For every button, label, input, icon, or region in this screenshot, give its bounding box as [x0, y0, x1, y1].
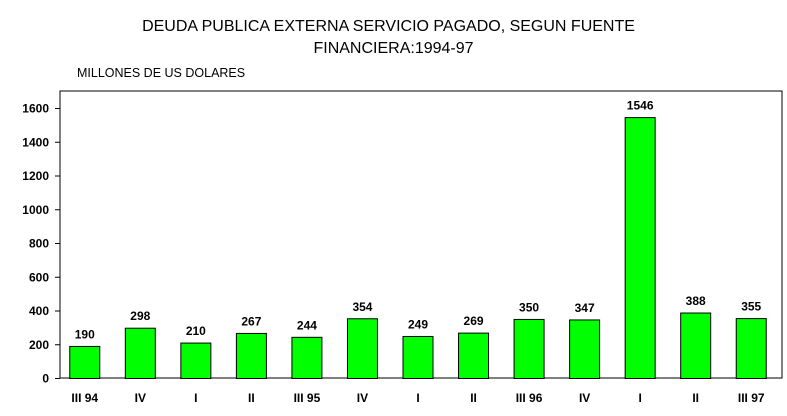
data-label: 298 — [130, 309, 150, 323]
y-axis-unit-label: MILLONES DE US DOLARES — [77, 66, 246, 80]
y-tick-label: 600 — [29, 270, 49, 284]
x-category-label: IV — [579, 391, 590, 405]
x-category-label: III 97 — [738, 391, 765, 405]
data-label: 210 — [186, 324, 206, 338]
x-category-label: II — [248, 391, 255, 405]
x-category-label: II — [470, 391, 477, 405]
x-category-label: III 96 — [516, 391, 543, 405]
plot-area-frame — [59, 90, 783, 379]
data-label: 347 — [575, 301, 595, 315]
y-tick-label: 400 — [29, 304, 49, 318]
bar — [69, 345, 101, 379]
y-tick-label: 200 — [29, 338, 49, 352]
x-category-label: I — [416, 391, 419, 405]
bar — [735, 318, 767, 379]
x-category-label: II — [692, 391, 699, 405]
bar — [124, 327, 156, 379]
data-label: 190 — [75, 327, 95, 341]
data-label: 267 — [241, 314, 261, 328]
bar — [402, 335, 434, 380]
x-category-label: IV — [357, 391, 368, 405]
x-category-label: I — [194, 391, 197, 405]
y-tick-label: 1200 — [22, 169, 49, 183]
bar — [180, 342, 212, 379]
data-label: 355 — [741, 300, 761, 314]
chart-title-line2: FINANCIERA:1994-97 — [313, 40, 474, 57]
y-tick-label: 800 — [29, 237, 49, 251]
bar-series: 190 298 210 267 244 354 249 269 350 347 1546 388 355 — [69, 99, 767, 380]
data-label: 388 — [686, 294, 706, 308]
bar — [235, 332, 267, 380]
bar — [346, 318, 378, 380]
bar — [291, 336, 323, 380]
y-tick-label: 1000 — [22, 203, 49, 217]
x-axis: III 94 IV I II III 95 IV I II III 96 IV I II III 97 — [71, 391, 764, 405]
data-label: 1546 — [627, 99, 654, 113]
x-category-label: III 95 — [294, 391, 321, 405]
data-label: 354 — [352, 300, 372, 314]
y-tick-label: 1600 — [22, 102, 49, 116]
y-tick-label: 1400 — [22, 135, 49, 149]
data-label: 244 — [297, 318, 317, 332]
chart-title-line1: DEUDA PUBLICA EXTERNA SERVICIO PAGADO, S… — [142, 18, 635, 35]
x-category-label: I — [638, 391, 641, 405]
bar — [624, 117, 656, 380]
x-category-label: IV — [135, 391, 146, 405]
data-label: 249 — [408, 317, 428, 331]
bar — [458, 332, 490, 380]
bar — [513, 318, 545, 379]
data-label: 269 — [464, 314, 484, 328]
bar — [680, 312, 712, 379]
y-axis: 0 200 400 600 800 1000 1200 1400 1600 — [22, 102, 60, 386]
data-label: 350 — [519, 300, 539, 314]
bar — [569, 319, 601, 380]
x-category-label: III 94 — [71, 391, 98, 405]
y-tick-label: 0 — [42, 372, 49, 386]
